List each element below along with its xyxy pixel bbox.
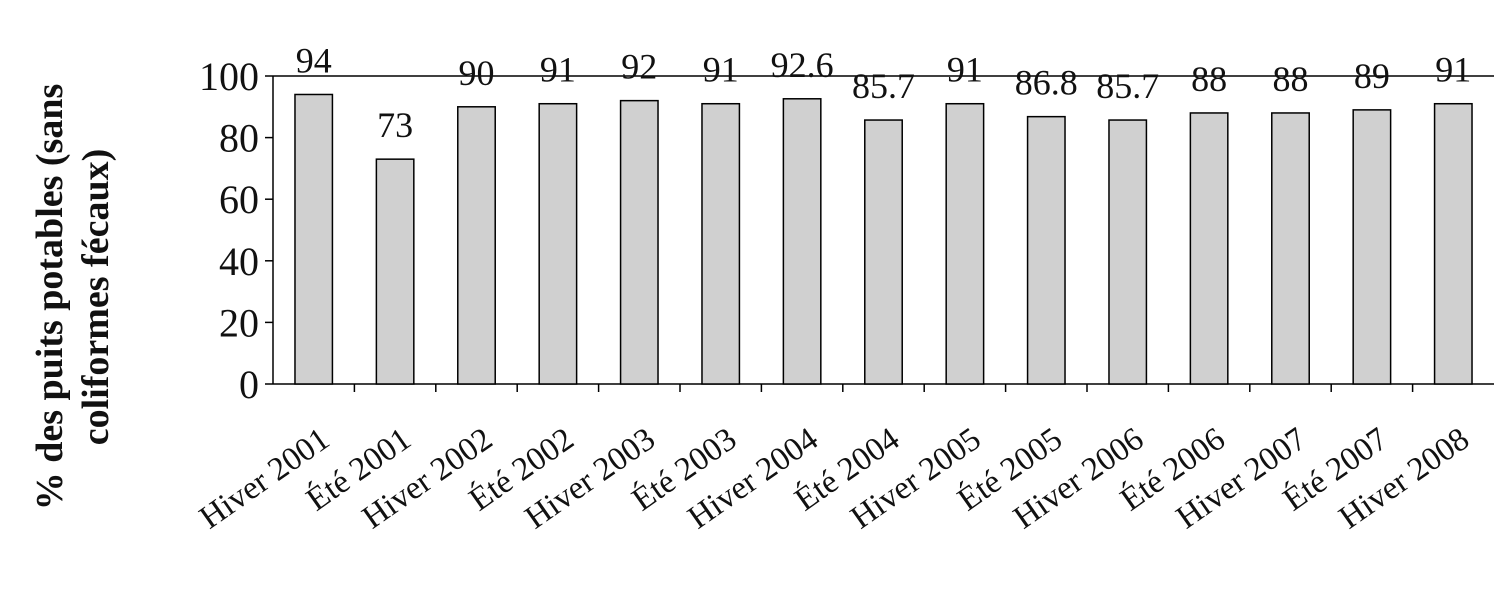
y-tick-label: 0 — [239, 362, 259, 407]
data-label: 94 — [296, 40, 332, 80]
y-axis-label-line-1: % des puits potables (sans — [29, 84, 71, 511]
bar — [375, 158, 415, 385]
y-tick-label: 80 — [219, 116, 259, 161]
bar — [1026, 115, 1066, 385]
data-label: 85.7 — [852, 66, 915, 106]
y-tick-label: 60 — [219, 177, 259, 222]
bar — [457, 106, 496, 385]
data-label: 91 — [947, 50, 983, 90]
bar — [945, 102, 985, 385]
y-tick-label: 40 — [219, 239, 259, 284]
data-label: 88 — [1273, 59, 1309, 99]
data-label: 88 — [1191, 59, 1227, 99]
y-tick-label: 20 — [219, 300, 259, 345]
bar — [782, 98, 822, 385]
data-label: 73 — [377, 105, 413, 145]
bar — [1189, 112, 1229, 385]
bar — [538, 102, 578, 385]
y-tick-label: 100 — [199, 54, 259, 99]
data-label: 85.7 — [1096, 66, 1159, 106]
data-label: 89 — [1354, 56, 1390, 96]
bar — [619, 99, 659, 385]
data-label: 92 — [621, 47, 657, 87]
y-axis-label: % des puits potables (sans coliformes fé… — [29, 84, 117, 511]
bar — [864, 119, 903, 385]
data-label: 91 — [703, 50, 739, 90]
y-axis-label-line-2: coliformes fécaux) — [75, 149, 117, 446]
bar — [701, 102, 741, 385]
bar — [1108, 119, 1148, 385]
data-label: 86.8 — [1015, 63, 1078, 103]
data-label: 90 — [459, 53, 495, 93]
bar — [1352, 109, 1392, 385]
data-label: 91 — [1435, 50, 1471, 90]
bar — [294, 93, 334, 385]
data-label: 91 — [540, 50, 576, 90]
data-label: 92.6 — [771, 45, 834, 85]
bar — [1271, 112, 1310, 385]
bar — [1433, 102, 1473, 385]
